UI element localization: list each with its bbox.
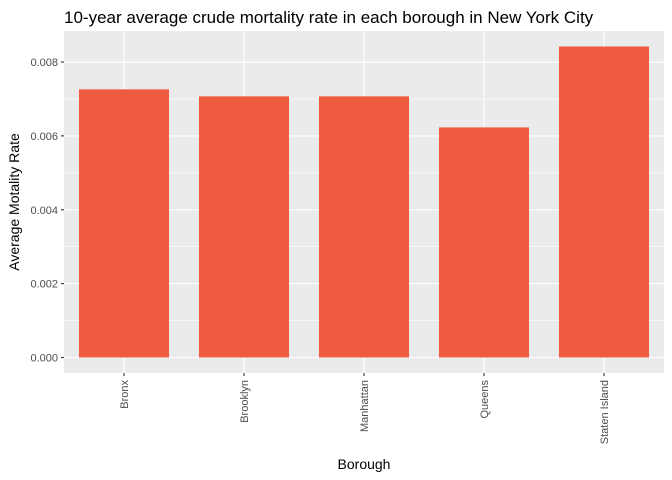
x-tick-label: Brooklyn [239, 380, 251, 423]
x-tick-label: Manhattan [359, 380, 371, 432]
y-tick-label: 0.006 [30, 131, 58, 143]
x-tick-label: Staten Island [599, 380, 611, 444]
y-axis-title: Average Motality Rate [6, 133, 22, 271]
y-tick-label: 0.004 [30, 205, 58, 217]
x-axis-title: Borough [338, 456, 391, 472]
chart-title: 10-year average crude mortality rate in … [64, 8, 594, 27]
bar-queens [439, 127, 529, 358]
y-tick-label: 0.000 [30, 352, 58, 364]
bar-manhattan [319, 96, 409, 358]
bars [79, 46, 649, 358]
y-axis-ticks: 0.000 0.002 0.004 0.006 0.008 [30, 57, 64, 364]
x-tick-label: Queens [479, 380, 491, 419]
x-axis-ticks: Bronx Brooklyn Manhattan Queens Staten Islan… [119, 373, 611, 444]
bar-staten-island [559, 46, 649, 358]
y-tick-label: 0.002 [30, 279, 58, 291]
y-tick-label: 0.008 [30, 57, 58, 69]
bar-bronx [79, 89, 169, 358]
bar-brooklyn [199, 96, 289, 358]
x-tick-label: Bronx [119, 380, 131, 409]
